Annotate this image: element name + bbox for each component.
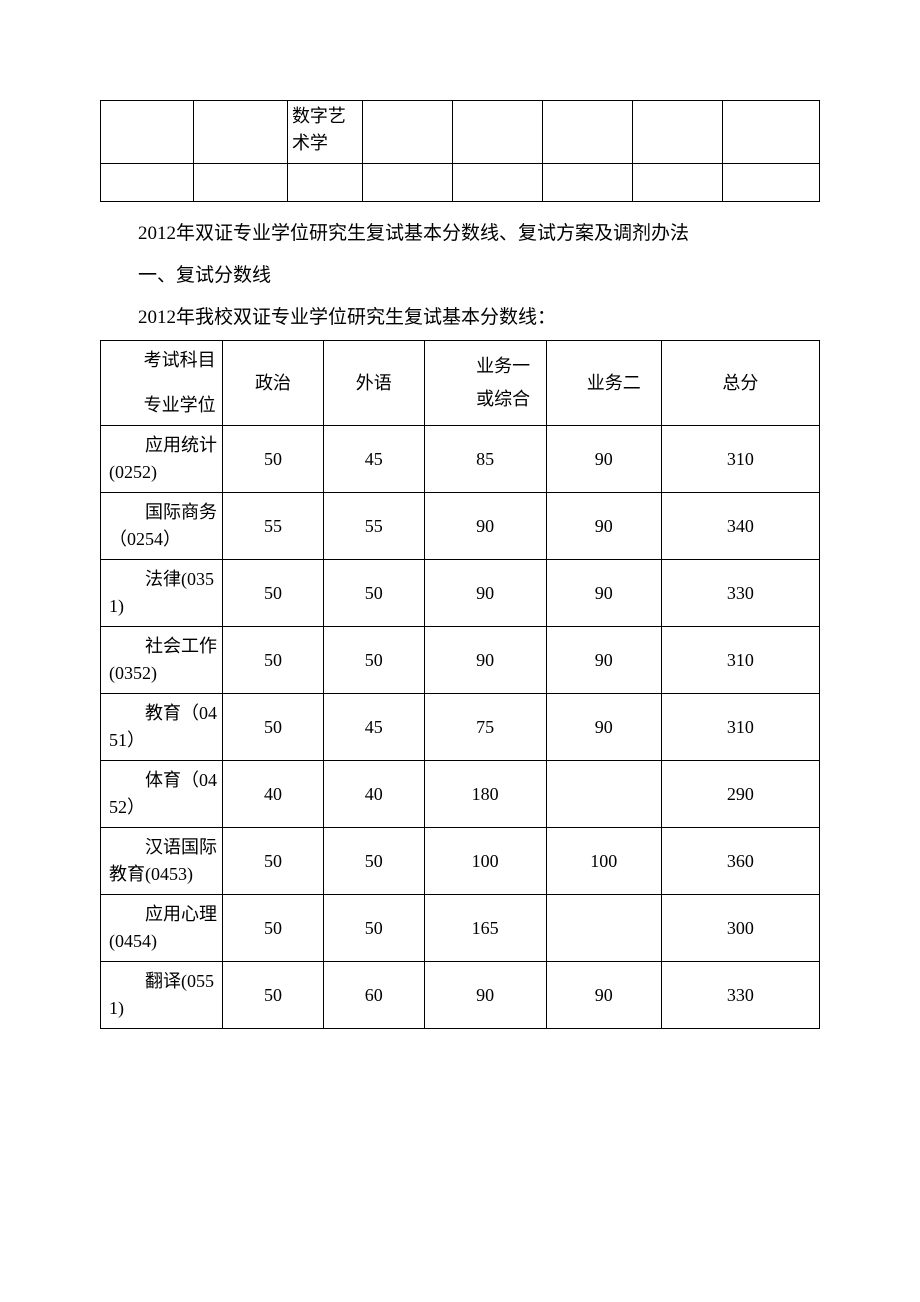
- score-cell: 50: [323, 560, 424, 627]
- empty-cell: [722, 101, 819, 164]
- score-cell: 90: [546, 694, 661, 761]
- header-course-2: 业务二: [546, 341, 661, 426]
- intro-line-1: 2012年双证专业学位研究生复试基本分数线、复试方案及调剂办法: [100, 216, 820, 252]
- row-label: 国际商务（0254）: [101, 493, 223, 560]
- score-cell: 50: [223, 962, 324, 1029]
- header-subject-major: 考试科目 专业学位: [101, 341, 223, 426]
- score-cell: 90: [424, 627, 546, 694]
- score-cell: 50: [223, 828, 324, 895]
- score-cell: 45: [323, 694, 424, 761]
- table-row: 应用心理(0454)5050165300: [101, 895, 820, 962]
- table-row: 教育（0451）50457590310: [101, 694, 820, 761]
- score-cell: 75: [424, 694, 546, 761]
- score-cell: 50: [223, 560, 324, 627]
- row-label: 体育（0452）: [101, 761, 223, 828]
- score-cell: [546, 895, 661, 962]
- table-row: 应用统计(0252)50458590310: [101, 426, 820, 493]
- score-cell: 340: [661, 493, 819, 560]
- score-cell: 90: [546, 493, 661, 560]
- score-cell: 50: [223, 895, 324, 962]
- score-cell: 55: [223, 493, 324, 560]
- empty-cell: [633, 164, 723, 202]
- table-row: 汉语国际教育(0453)5050100100360: [101, 828, 820, 895]
- table-row: 国际商务（0254）55559090340: [101, 493, 820, 560]
- empty-cell: [722, 164, 819, 202]
- score-cell: 100: [546, 828, 661, 895]
- row-label: 应用心理(0454): [101, 895, 223, 962]
- score-cell: 50: [323, 828, 424, 895]
- score-cell: 90: [546, 962, 661, 1029]
- score-cell: 90: [424, 493, 546, 560]
- score-cell: 40: [323, 761, 424, 828]
- row-label: 汉语国际教育(0453): [101, 828, 223, 895]
- header-line: 专业学位: [105, 392, 218, 419]
- score-cell: 50: [323, 895, 424, 962]
- row-label: 教育（0451）: [101, 694, 223, 761]
- score-cell: 290: [661, 761, 819, 828]
- row-label: 翻译(0551): [101, 962, 223, 1029]
- table-row: [101, 164, 820, 202]
- empty-cell: [363, 101, 453, 164]
- header-foreign-lang: 外语: [323, 341, 424, 426]
- table-header-row: 考试科目 专业学位 政治 外语 业务一 或综合 业务二 总分: [101, 341, 820, 426]
- score-cell: 180: [424, 761, 546, 828]
- score-cell: 90: [424, 560, 546, 627]
- score-cell: 90: [546, 560, 661, 627]
- empty-cell: [194, 164, 287, 202]
- empty-cell: [101, 164, 194, 202]
- empty-cell: [453, 164, 543, 202]
- fragment-table-top: 数字艺术学: [100, 100, 820, 202]
- table-row: 翻译(0551)50609090330: [101, 962, 820, 1029]
- table-row: 数字艺术学: [101, 101, 820, 164]
- score-cell: 360: [661, 828, 819, 895]
- score-cell: 50: [223, 694, 324, 761]
- score-cell: 40: [223, 761, 324, 828]
- header-politics: 政治: [223, 341, 324, 426]
- score-cell: 85: [424, 426, 546, 493]
- score-cell: 310: [661, 627, 819, 694]
- score-cell: 50: [223, 627, 324, 694]
- score-cell: 90: [546, 627, 661, 694]
- empty-cell: [287, 164, 362, 202]
- score-table: 考试科目 专业学位 政治 外语 业务一 或综合 业务二 总分 应用统计(0252…: [100, 340, 820, 1029]
- score-cell: [546, 761, 661, 828]
- score-cell: 165: [424, 895, 546, 962]
- table-row: 社会工作(0352)50509090310: [101, 627, 820, 694]
- score-cell: 300: [661, 895, 819, 962]
- score-cell: 330: [661, 962, 819, 1029]
- intro-line-2: 一、复试分数线: [100, 258, 820, 294]
- score-cell: 55: [323, 493, 424, 560]
- header-total: 总分: [661, 341, 819, 426]
- header-course-1: 业务一 或综合: [424, 341, 546, 426]
- table-row: 体育（0452）4040180290: [101, 761, 820, 828]
- score-cell: 330: [661, 560, 819, 627]
- header-line: 业务二: [551, 370, 657, 397]
- empty-cell: [543, 101, 633, 164]
- score-cell: 90: [546, 426, 661, 493]
- header-line: 或综合: [429, 386, 542, 413]
- table-row: 法律(0351)50509090330: [101, 560, 820, 627]
- empty-cell: [633, 101, 723, 164]
- empty-cell: [453, 101, 543, 164]
- empty-cell: [363, 164, 453, 202]
- row-label: 法律(0351): [101, 560, 223, 627]
- empty-cell: [543, 164, 633, 202]
- row-label: 社会工作(0352): [101, 627, 223, 694]
- score-cell: 50: [223, 426, 324, 493]
- score-cell: 310: [661, 426, 819, 493]
- score-cell: 310: [661, 694, 819, 761]
- score-cell: 50: [323, 627, 424, 694]
- intro-line-3: 2012年我校双证专业学位研究生复试基本分数线：: [100, 300, 820, 336]
- header-line: 业务一: [429, 353, 542, 380]
- score-cell: 100: [424, 828, 546, 895]
- score-cell: 60: [323, 962, 424, 1029]
- header-line: 考试科目: [105, 347, 218, 374]
- score-cell: 90: [424, 962, 546, 1029]
- score-cell: 45: [323, 426, 424, 493]
- empty-cell: [194, 101, 287, 164]
- fragment-cell: 数字艺术学: [287, 101, 362, 164]
- row-label: 应用统计(0252): [101, 426, 223, 493]
- empty-cell: [101, 101, 194, 164]
